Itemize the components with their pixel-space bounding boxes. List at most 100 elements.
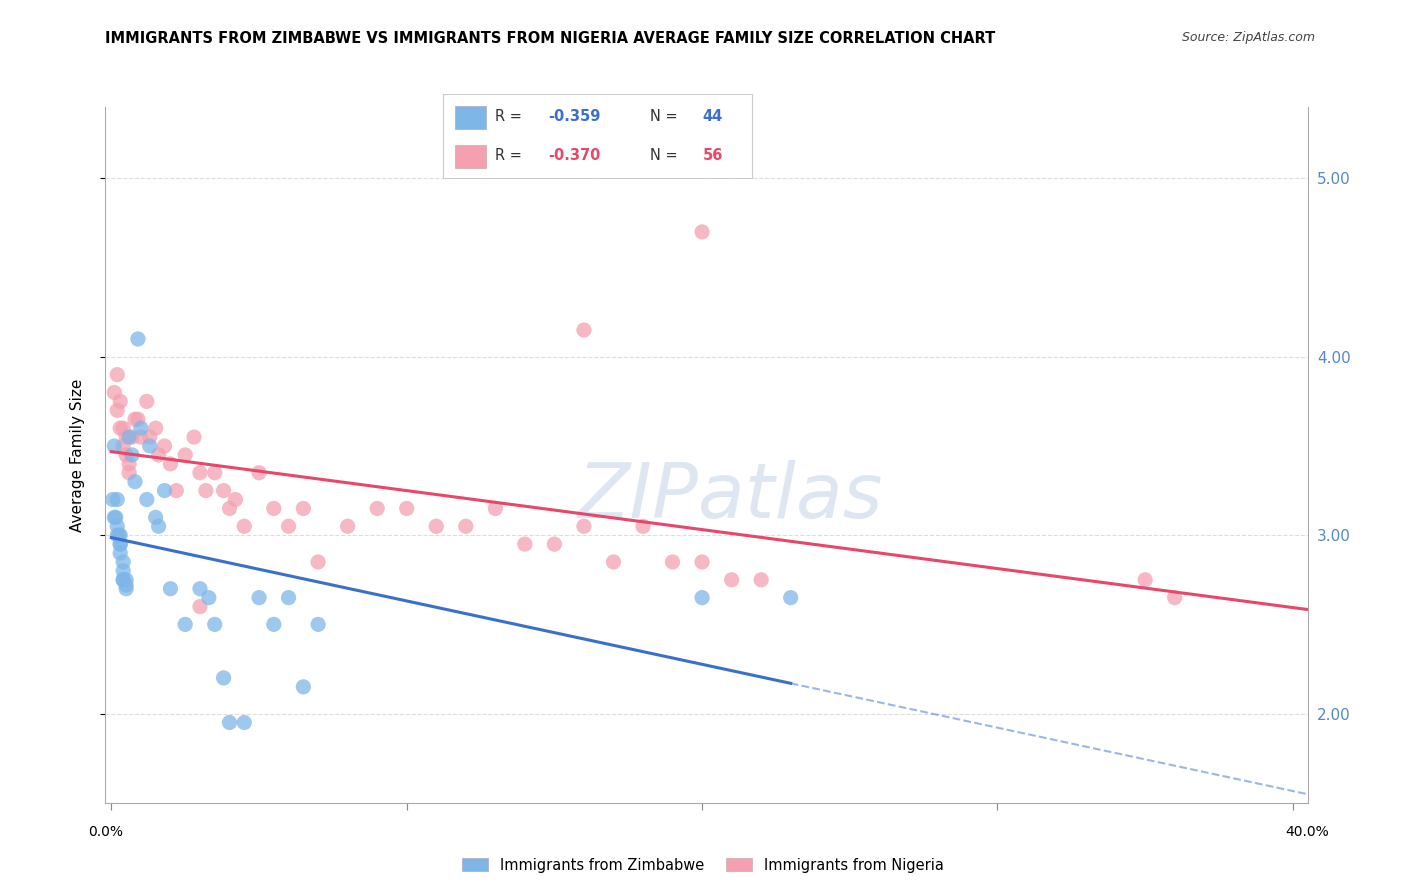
Point (484, 501, 506, 516)
Point (188, 599, 211, 614)
Point (112, 421, 135, 435)
Point (112, 439, 135, 453)
Point (690, 225, 713, 239)
Point (307, 555, 329, 569)
Point (118, 466, 141, 480)
Point (112, 555, 135, 569)
Point (277, 591, 299, 605)
Point (165, 483, 187, 498)
Point (174, 448, 197, 462)
Point (366, 501, 388, 516)
Point (749, 573, 772, 587)
Point (105, 519, 128, 533)
Point (779, 591, 801, 605)
Point (572, 519, 595, 533)
Point (233, 715, 256, 730)
Point (103, 385, 125, 400)
Point (135, 394, 157, 409)
Point (307, 617, 329, 632)
Bar (456, 145, 486, 169)
Point (212, 483, 235, 498)
Point (105, 528, 128, 542)
Point (112, 573, 135, 587)
Point (212, 671, 235, 685)
Legend: Immigrants from Zimbabwe, Immigrants from Nigeria: Immigrants from Zimbabwe, Immigrants fro… (454, 851, 952, 880)
Point (690, 591, 713, 605)
Point (103, 439, 125, 453)
Point (121, 448, 143, 462)
Point (129, 430, 152, 444)
Text: -0.359: -0.359 (548, 109, 600, 124)
Text: 0.0%: 0.0% (89, 825, 122, 839)
Point (153, 483, 176, 498)
Point (145, 510, 167, 524)
Text: N =: N = (650, 148, 682, 163)
Point (101, 492, 124, 507)
Point (194, 483, 217, 498)
Point (183, 430, 205, 444)
Point (148, 448, 170, 462)
Point (153, 439, 176, 453)
Point (292, 680, 315, 694)
Bar (456, 105, 486, 129)
Point (188, 466, 211, 480)
Text: R =: R = (495, 109, 527, 124)
Text: 44: 44 (703, 109, 723, 124)
Point (148, 519, 170, 533)
Point (188, 582, 211, 596)
Point (572, 323, 595, 337)
Point (110, 546, 132, 560)
Point (292, 501, 315, 516)
Point (107, 528, 129, 542)
Point (1163, 591, 1185, 605)
Point (247, 466, 270, 480)
Point (631, 519, 654, 533)
Point (115, 582, 138, 596)
Point (454, 519, 477, 533)
Point (112, 573, 135, 587)
Point (110, 528, 132, 542)
Point (124, 412, 146, 426)
Point (127, 412, 149, 426)
Text: ZIPatlas: ZIPatlas (578, 459, 883, 533)
Point (115, 448, 138, 462)
Y-axis label: Average Family Size: Average Family Size (70, 378, 84, 532)
Point (720, 573, 742, 587)
Point (127, 332, 149, 346)
Point (115, 578, 138, 592)
Point (110, 421, 132, 435)
Text: R =: R = (495, 148, 527, 163)
Point (277, 519, 299, 533)
Point (159, 582, 181, 596)
Point (174, 617, 197, 632)
Point (336, 519, 359, 533)
Point (112, 564, 135, 578)
Point (247, 591, 270, 605)
Text: IMMIGRANTS FROM ZIMBABWE VS IMMIGRANTS FROM NIGERIA AVERAGE FAMILY SIZE CORRELAT: IMMIGRANTS FROM ZIMBABWE VS IMMIGRANTS F… (105, 31, 995, 46)
Point (218, 501, 240, 516)
Point (110, 537, 132, 551)
Text: 56: 56 (703, 148, 723, 163)
Point (121, 430, 143, 444)
Point (145, 421, 167, 435)
Point (204, 617, 226, 632)
Point (233, 519, 256, 533)
Point (110, 537, 132, 551)
Point (118, 457, 141, 471)
Text: Source: ZipAtlas.com: Source: ZipAtlas.com (1181, 31, 1315, 45)
Point (139, 430, 162, 444)
Point (103, 510, 125, 524)
Point (543, 537, 565, 551)
Point (159, 457, 181, 471)
Point (425, 519, 447, 533)
Point (602, 555, 624, 569)
Point (263, 617, 285, 632)
Point (513, 537, 536, 551)
Point (129, 421, 152, 435)
Point (105, 403, 128, 417)
Point (1133, 573, 1156, 587)
Point (118, 430, 141, 444)
Point (115, 430, 138, 444)
Point (139, 439, 162, 453)
Point (198, 591, 221, 605)
